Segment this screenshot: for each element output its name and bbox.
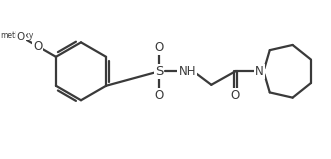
Text: S: S: [155, 65, 164, 78]
Text: O: O: [231, 89, 240, 102]
Text: O: O: [17, 31, 25, 41]
Text: O: O: [155, 41, 164, 54]
Text: N: N: [255, 65, 264, 78]
Text: O: O: [33, 40, 42, 53]
Text: O: O: [155, 89, 164, 102]
Text: methoxy: methoxy: [0, 31, 34, 40]
Text: NH: NH: [178, 65, 196, 78]
